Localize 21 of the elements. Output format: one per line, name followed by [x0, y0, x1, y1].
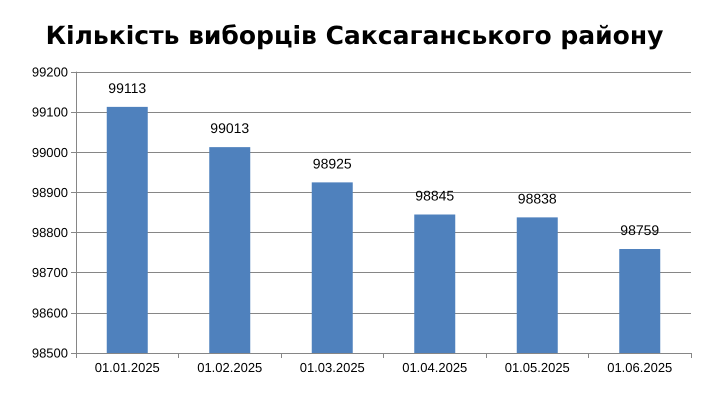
x-tick-label: 01.04.2025: [402, 360, 468, 375]
y-tick-label: 98600: [32, 305, 68, 320]
y-tick-label: 98800: [32, 225, 68, 240]
data-label: 98925: [312, 155, 352, 172]
y-tick-label: 98500: [32, 346, 68, 360]
chart-title: Кількість виборців Саксаганського району: [46, 21, 664, 50]
x-tick-label: 01.05.2025: [504, 360, 570, 375]
data-label: 98759: [620, 222, 660, 238]
y-tick-label: 99200: [32, 64, 68, 80]
data-label: 98838: [518, 190, 557, 206]
x-tick-label: 01.03.2025: [300, 360, 365, 375]
data-label: 98845: [415, 188, 454, 204]
y-tick-label: 99000: [32, 144, 68, 160]
data-label: 99113: [108, 80, 146, 96]
data-label: 99013: [210, 120, 250, 136]
y-tick-label: 99100: [32, 104, 68, 120]
x-tick-label: 01.01.2025: [94, 360, 160, 375]
y-tick-label: 98900: [32, 184, 68, 200]
y-tick-label: 98700: [32, 265, 68, 280]
x-tick-label: 01.06.2025: [607, 360, 672, 375]
x-tick-label: 01.02.2025: [197, 360, 262, 375]
